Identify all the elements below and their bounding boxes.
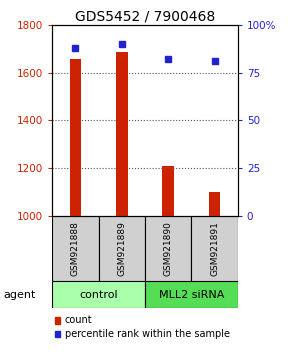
Text: control: control: [79, 290, 118, 300]
Bar: [162, 166, 174, 216]
Bar: [99, 216, 145, 281]
Text: agent: agent: [3, 290, 35, 300]
Title: GDS5452 / 7900468: GDS5452 / 7900468: [75, 10, 215, 24]
Text: GSM921888: GSM921888: [71, 221, 80, 276]
Bar: [52, 216, 99, 281]
Bar: [145, 216, 191, 281]
Bar: [145, 281, 238, 308]
Bar: [209, 192, 220, 216]
Text: percentile rank within the sample: percentile rank within the sample: [65, 329, 230, 339]
Bar: [116, 52, 128, 216]
Text: count: count: [65, 315, 92, 325]
Text: MLL2 siRNA: MLL2 siRNA: [159, 290, 224, 300]
Bar: [191, 216, 238, 281]
Bar: [70, 59, 81, 216]
Text: GSM921890: GSM921890: [164, 221, 173, 276]
Text: GSM921891: GSM921891: [210, 221, 219, 276]
Bar: [52, 281, 145, 308]
Text: GSM921889: GSM921889: [117, 221, 126, 276]
